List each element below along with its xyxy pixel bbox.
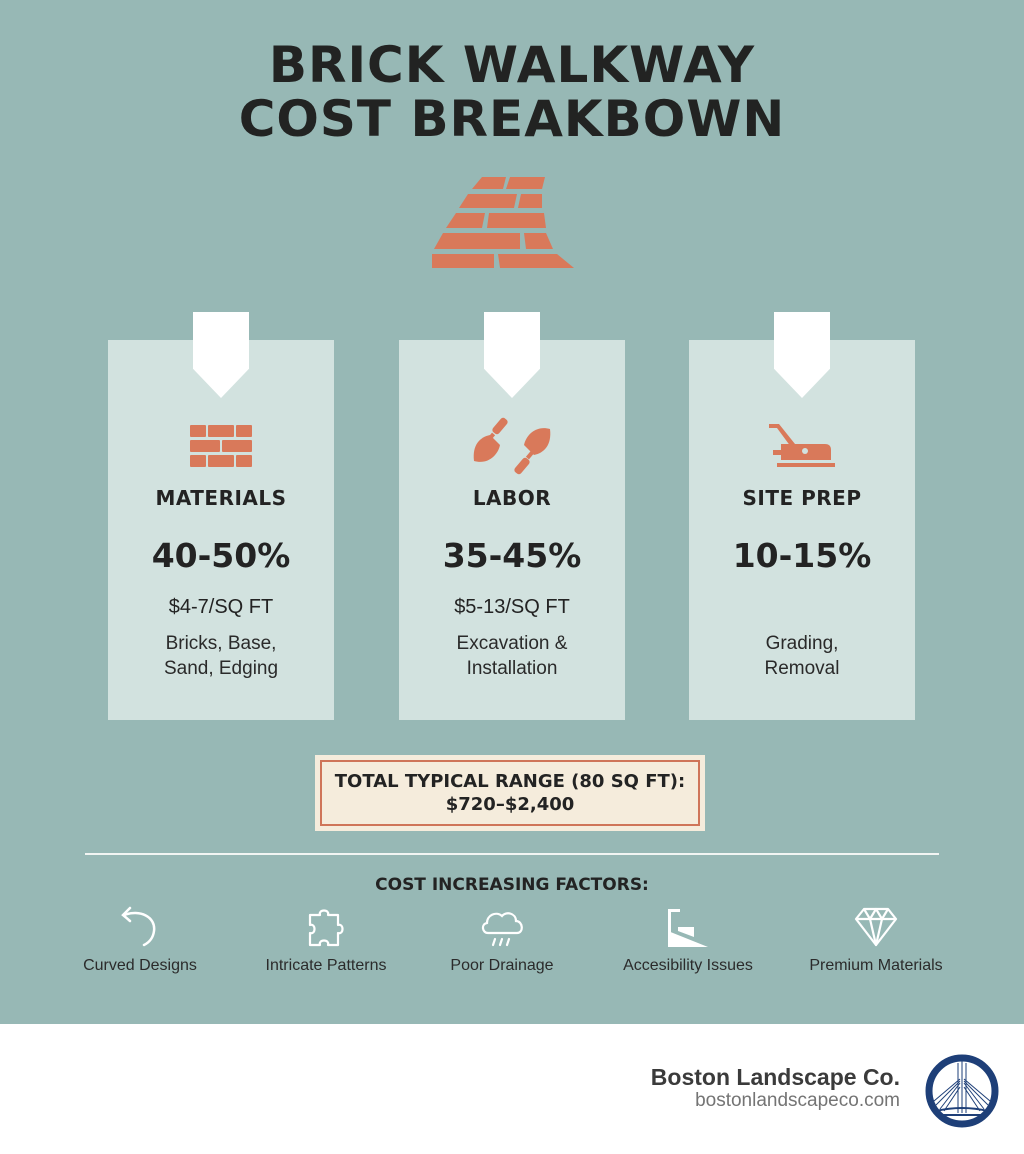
card-percent: 35-45%	[442, 536, 582, 575]
factor-label: Poor Drainage	[450, 957, 554, 974]
page-title: BRICK WALKWAY COST BREAKBOWN	[0, 38, 1024, 146]
card-rate: $4-7/SQ FT	[168, 596, 274, 618]
total-range-box: TOTAL TYPICAL RANGE (80 SQ FT): $720–$2,…	[315, 755, 705, 831]
card-rate: $5-13/SQ FT	[454, 596, 570, 618]
card-percent: 40-50%	[151, 536, 291, 575]
factor-poor-drainage: Poor Drainage	[412, 905, 592, 975]
total-range-label: TOTAL TYPICAL RANGE (80 SQ FT):	[334, 771, 686, 792]
card-desc-line: Excavation &	[456, 633, 568, 654]
factor-premium-materials: Premium Materials	[786, 905, 966, 975]
total-range-value: $720–$2,400	[445, 794, 575, 815]
card-desc-line: Removal	[764, 658, 840, 679]
company-name: Boston Landscape Co.	[650, 1064, 900, 1090]
factor-intricate-patterns: Intricate Patterns	[236, 905, 416, 975]
card-description: Excavation & Installation	[399, 631, 625, 681]
bridge-logo-icon	[925, 1054, 999, 1128]
card-desc-line: Installation	[466, 658, 558, 679]
cost-card-materials: MATERIALS 40-50% $4-7/SQ FT Bricks, Base…	[108, 312, 334, 720]
card-label: MATERIALS	[155, 486, 287, 510]
cost-card-labor: LABOR 35-45% $5-13/SQ FT Excavation & In…	[399, 312, 625, 720]
trowel-icon	[473, 417, 551, 475]
rain-cloud-icon	[481, 912, 523, 947]
card-desc-line: Bricks, Base,	[165, 633, 277, 654]
company-url[interactable]: bostonlandscapeco.com	[695, 1090, 900, 1111]
plate-compactor-icon	[769, 424, 835, 467]
card-description: Grading, Removal	[689, 631, 915, 681]
factor-label: Intricate Patterns	[265, 957, 387, 974]
infographic-poster: BRICK WALKWAY COST BREAKBOWN	[0, 0, 1024, 1024]
card-label: LABOR	[472, 486, 552, 510]
brick-wall-icon	[190, 425, 252, 467]
card-percent: 10-15%	[732, 536, 872, 575]
card-label: SITE PREP	[742, 486, 862, 510]
brick-path-icon	[432, 177, 574, 268]
cost-card-site-prep: SITE PREP 10-15% Grading, Removal	[689, 312, 915, 720]
ribbon-tab	[774, 312, 830, 398]
card-desc-line: Grading,	[765, 633, 839, 654]
ribbon-tab	[484, 312, 540, 398]
puzzle-icon	[308, 909, 344, 947]
factor-curved-designs: Curved Designs	[50, 905, 230, 975]
ramp-icon	[668, 909, 708, 947]
title-line-1: BRICK WALKWAY	[268, 36, 756, 94]
card-description: Bricks, Base, Sand, Edging	[108, 631, 334, 681]
factor-label: Curved Designs	[83, 957, 197, 974]
card-desc-line: Sand, Edging	[163, 658, 279, 679]
factor-accessibility-issues: Accesibility Issues	[598, 905, 778, 975]
ribbon-tab	[193, 312, 249, 398]
factors-heading: COST INCREASING FACTORS:	[375, 875, 649, 895]
diamond-icon	[854, 907, 898, 947]
title-line-2: COST BREAKBOWN	[238, 90, 786, 148]
curved-arrow-icon	[121, 906, 156, 947]
factor-label: Premium Materials	[809, 957, 943, 974]
factor-label: Accesibility Issues	[623, 957, 753, 974]
section-divider	[85, 853, 939, 855]
